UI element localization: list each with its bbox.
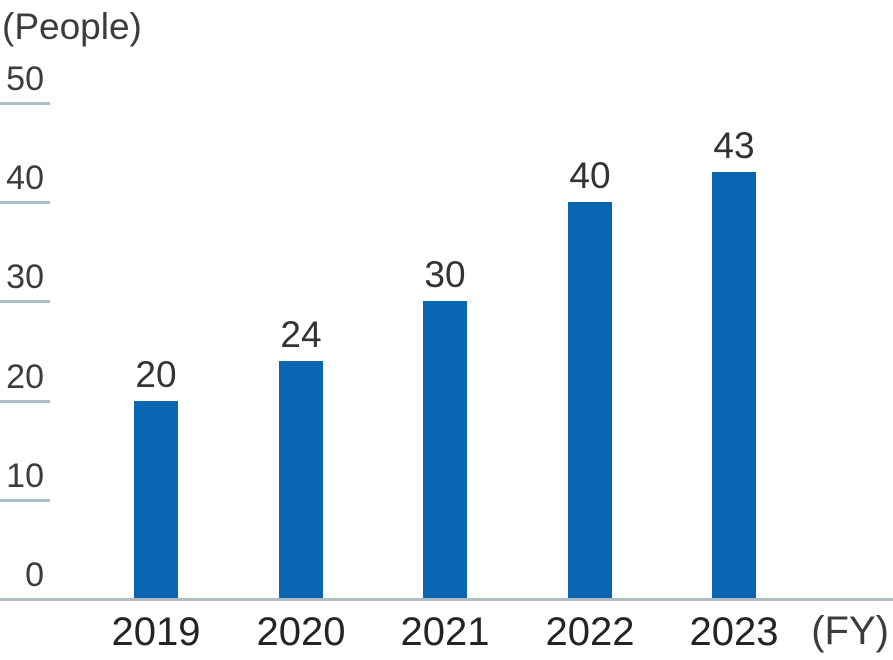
y-tick-line: [0, 499, 50, 502]
bar-2020: [279, 361, 323, 601]
y-tick-line: [0, 300, 50, 303]
x-tick-label: 2022: [545, 610, 635, 654]
y-axis-unit-label: (People): [2, 6, 142, 47]
bar-2021: [423, 301, 467, 601]
y-tick-line: [0, 102, 50, 105]
x-axis-unit-label: (FY): [811, 609, 889, 653]
y-tick-label: 30: [6, 258, 44, 296]
bar-value-label: 20: [135, 354, 177, 395]
bar-2023: [712, 172, 756, 601]
y-tick-line: [0, 400, 50, 403]
bar-value-label: 30: [424, 254, 466, 295]
x-tick-label: 2021: [400, 610, 490, 654]
bar-2019: [134, 401, 178, 601]
y-tick-label: 20: [6, 358, 44, 396]
x-tick-label: 2023: [689, 610, 779, 654]
x-tick-label: 2019: [111, 610, 201, 654]
y-tick-label: 0: [25, 556, 44, 594]
y-tick-label: 50: [6, 60, 44, 98]
y-tick-line: [0, 201, 50, 204]
x-tick-label: 2020: [256, 610, 346, 654]
bar-2022: [568, 202, 612, 601]
x-axis-baseline: [0, 598, 893, 601]
bar-value-label: 43: [713, 125, 755, 166]
bar-value-label: 40: [569, 155, 611, 196]
y-tick-label: 10: [6, 457, 44, 495]
bar-value-label: 24: [280, 314, 322, 355]
y-tick-label: 40: [6, 159, 44, 197]
